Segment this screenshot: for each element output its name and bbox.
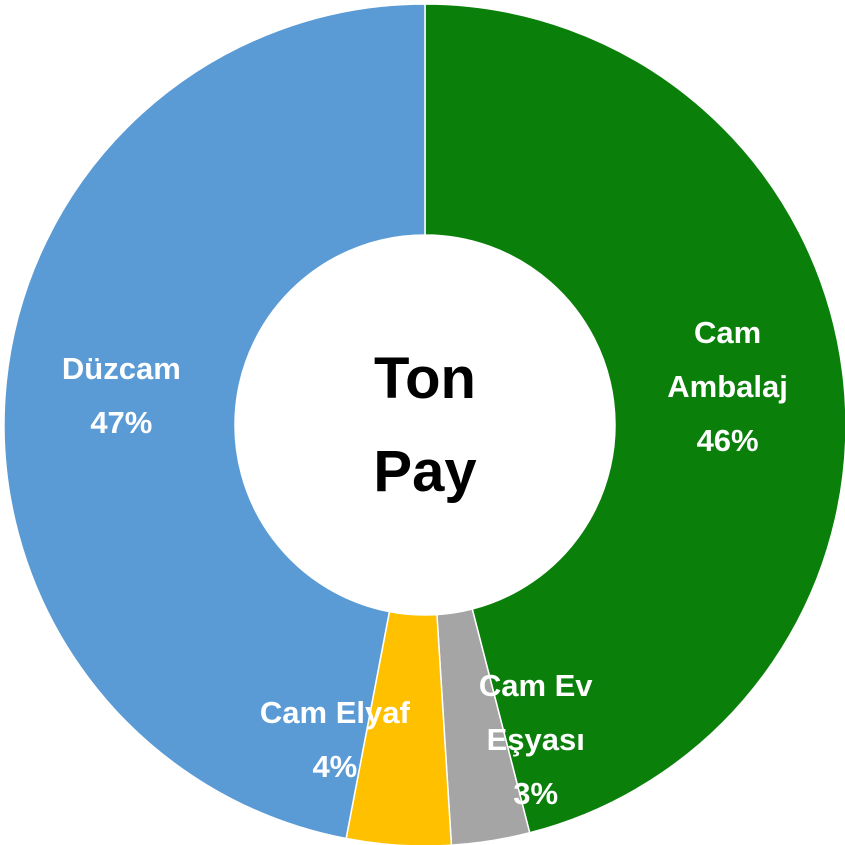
category-label: Cam Ev Eşyası bbox=[478, 668, 593, 758]
slice-label: Cam Elyaf 4% bbox=[245, 686, 425, 794]
donut-slice bbox=[3, 3, 426, 840]
slice-label: Cam Ambalaj 46% bbox=[638, 306, 818, 468]
category-label: Düzcam bbox=[61, 351, 181, 387]
value-label: 46% bbox=[696, 422, 759, 458]
value-label: 47% bbox=[90, 405, 153, 441]
center-title: Ton bbox=[374, 346, 476, 411]
donut-slice bbox=[424, 3, 845, 834]
value-label: 4% bbox=[312, 749, 358, 785]
slice-label: Düzcam 47% bbox=[31, 342, 211, 450]
value-label: 3% bbox=[513, 776, 559, 812]
center-title: Pay bbox=[373, 439, 477, 504]
category-label: Cam Ambalaj bbox=[667, 314, 788, 404]
category-label: Cam Elyaf bbox=[259, 695, 410, 731]
slice-label: Cam Ev Eşyası 3% bbox=[446, 659, 626, 821]
